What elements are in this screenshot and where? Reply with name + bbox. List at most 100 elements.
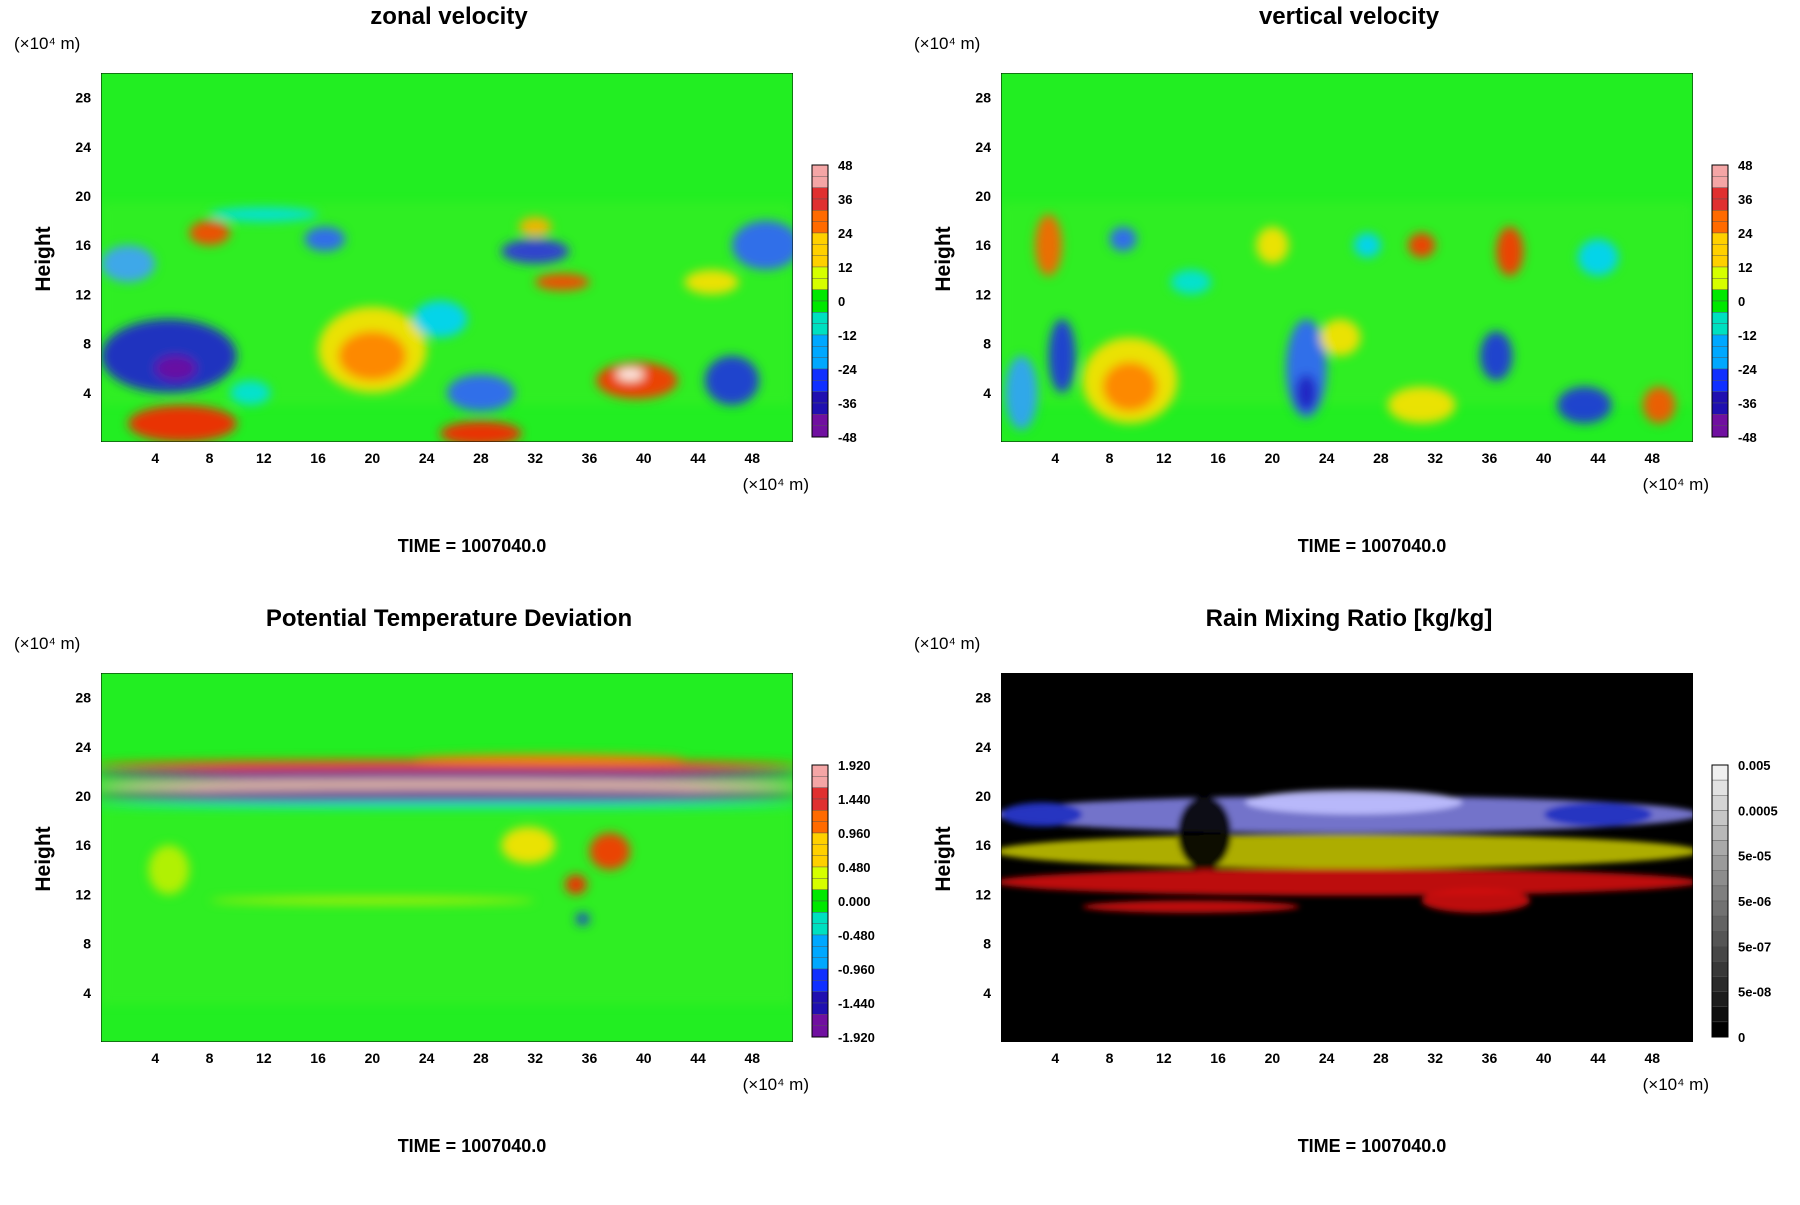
chart-title: vertical velocity xyxy=(1259,3,1440,30)
x-tick-label: 8 xyxy=(1106,450,1114,466)
x-tick-labels: 4 8 12 16 20 24 28 32 36 40 44 48 xyxy=(1051,1050,1660,1066)
field-blob xyxy=(565,874,587,895)
field-blob xyxy=(1353,232,1381,258)
x-tick-label: 12 xyxy=(1156,450,1172,466)
x-tick-label: 8 xyxy=(1106,1050,1114,1066)
colorbar-segment xyxy=(1711,198,1729,211)
colorbar-frame xyxy=(1711,764,1729,1038)
colorbar-label: 0 xyxy=(1738,1030,1745,1045)
x-unit-label: (×10⁴ m) xyxy=(743,475,809,494)
colorbar-segment xyxy=(811,164,829,177)
y-tick-labels: 4 8 12 16 20 24 28 xyxy=(975,690,991,1001)
x-tick-label: 12 xyxy=(256,1050,272,1066)
colorbar-segment xyxy=(1711,164,1729,177)
x-tick-label: 16 xyxy=(310,1050,326,1066)
field-blob xyxy=(1001,834,1693,869)
y-axis-label: Height xyxy=(32,826,55,891)
colorbar-label: -24 xyxy=(838,362,858,377)
field-blob xyxy=(1245,789,1463,815)
colorbar-segment xyxy=(811,289,829,302)
colorbar-segment xyxy=(811,923,829,936)
field-blob xyxy=(1295,374,1318,412)
y-tick-label: 24 xyxy=(975,139,991,155)
field-features xyxy=(1001,789,1693,913)
colorbar-segment xyxy=(1711,414,1729,426)
colorbar-label: -0.960 xyxy=(838,962,875,977)
field-blob xyxy=(1557,386,1612,424)
field-blob xyxy=(1001,802,1083,827)
colorbar-label: 5e-07 xyxy=(1738,939,1771,954)
chart-title: Rain Mixing Ratio [kg/kg] xyxy=(1206,605,1493,632)
x-tick-label: 16 xyxy=(310,450,326,466)
y-axis-label: Height xyxy=(932,826,955,891)
field-blob xyxy=(413,300,468,338)
colorbar-segment xyxy=(811,402,829,415)
colorbar-label: 36 xyxy=(838,192,852,207)
x-tick-label: 4 xyxy=(1051,450,1059,466)
colorbar-segment xyxy=(1711,380,1729,392)
field-blob xyxy=(1005,355,1038,430)
colorbar-label: 0.480 xyxy=(838,860,871,875)
colorbar-label: 5e-06 xyxy=(1738,894,1771,909)
colorbar-segment xyxy=(811,244,829,256)
colorbar-segment xyxy=(1711,1021,1729,1038)
colorbar-segment xyxy=(1711,187,1729,200)
x-tick-label: 48 xyxy=(1645,1050,1661,1066)
x-tick-label: 44 xyxy=(1590,1050,1606,1066)
colorbar-segment xyxy=(1711,976,1729,992)
colorbar-segment xyxy=(1711,210,1729,222)
y-tick-label: 16 xyxy=(975,237,991,253)
colorbar-segment xyxy=(811,266,829,279)
colorbar-segment xyxy=(811,323,829,336)
colorbar-label: 0 xyxy=(1738,294,1745,309)
x-tick-label: 32 xyxy=(1427,1050,1443,1066)
x-tick-label: 40 xyxy=(1536,450,1552,466)
plot-area xyxy=(101,673,793,1042)
x-tick-label: 24 xyxy=(419,450,435,466)
field-blob xyxy=(101,778,793,794)
colorbar-segment xyxy=(811,334,829,347)
colorbar-segment xyxy=(1711,368,1729,381)
colorbar-segment xyxy=(1711,266,1729,279)
y-tick-label: 4 xyxy=(83,385,91,401)
y-tick-label: 12 xyxy=(975,286,991,302)
y-tick-label: 28 xyxy=(975,690,991,706)
x-tick-label: 8 xyxy=(206,1050,214,1066)
field-blob xyxy=(1001,868,1693,896)
field-blob xyxy=(447,374,515,412)
x-tick-label: 40 xyxy=(1536,1050,1552,1066)
colorbar-label: 12 xyxy=(1738,260,1752,275)
x-tick-label: 36 xyxy=(1482,450,1498,466)
colorbar-segment xyxy=(1711,323,1729,336)
y-tick-label: 24 xyxy=(975,739,991,755)
y-tick-label: 16 xyxy=(75,837,91,853)
field-blob xyxy=(413,754,685,765)
colorbar-segment xyxy=(1711,425,1729,438)
colorbar-segment xyxy=(811,832,829,845)
x-tick-label: 32 xyxy=(527,450,543,466)
colorbar-segment xyxy=(811,187,829,200)
colorbar-segment xyxy=(811,844,829,856)
colorbar-segment xyxy=(1711,278,1729,290)
x-tick-label: 44 xyxy=(690,450,706,466)
y-unit-label: (×10⁴ m) xyxy=(14,634,80,653)
field-blob xyxy=(148,845,190,895)
y-tick-label: 12 xyxy=(975,886,991,902)
field-blob xyxy=(304,226,346,252)
colorbar-segment xyxy=(811,368,829,381)
field-blob xyxy=(1642,386,1676,424)
y-tick-label: 20 xyxy=(975,788,991,804)
colorbar-label: 24 xyxy=(1738,226,1753,241)
colorbar-label: 0 xyxy=(838,294,845,309)
x-tick-label: 44 xyxy=(690,1050,706,1066)
colorbar-segment xyxy=(811,357,829,370)
colorbar-segment xyxy=(811,889,829,902)
colorbar-label: 48 xyxy=(838,158,852,173)
x-tick-label: 28 xyxy=(1373,450,1389,466)
colorbar-segment xyxy=(811,821,829,834)
field-blob xyxy=(209,207,319,222)
y-axis-label: Height xyxy=(32,226,55,291)
y-tick-label: 12 xyxy=(75,286,91,302)
field-blob xyxy=(596,362,678,399)
colorbar-segment xyxy=(811,300,829,313)
